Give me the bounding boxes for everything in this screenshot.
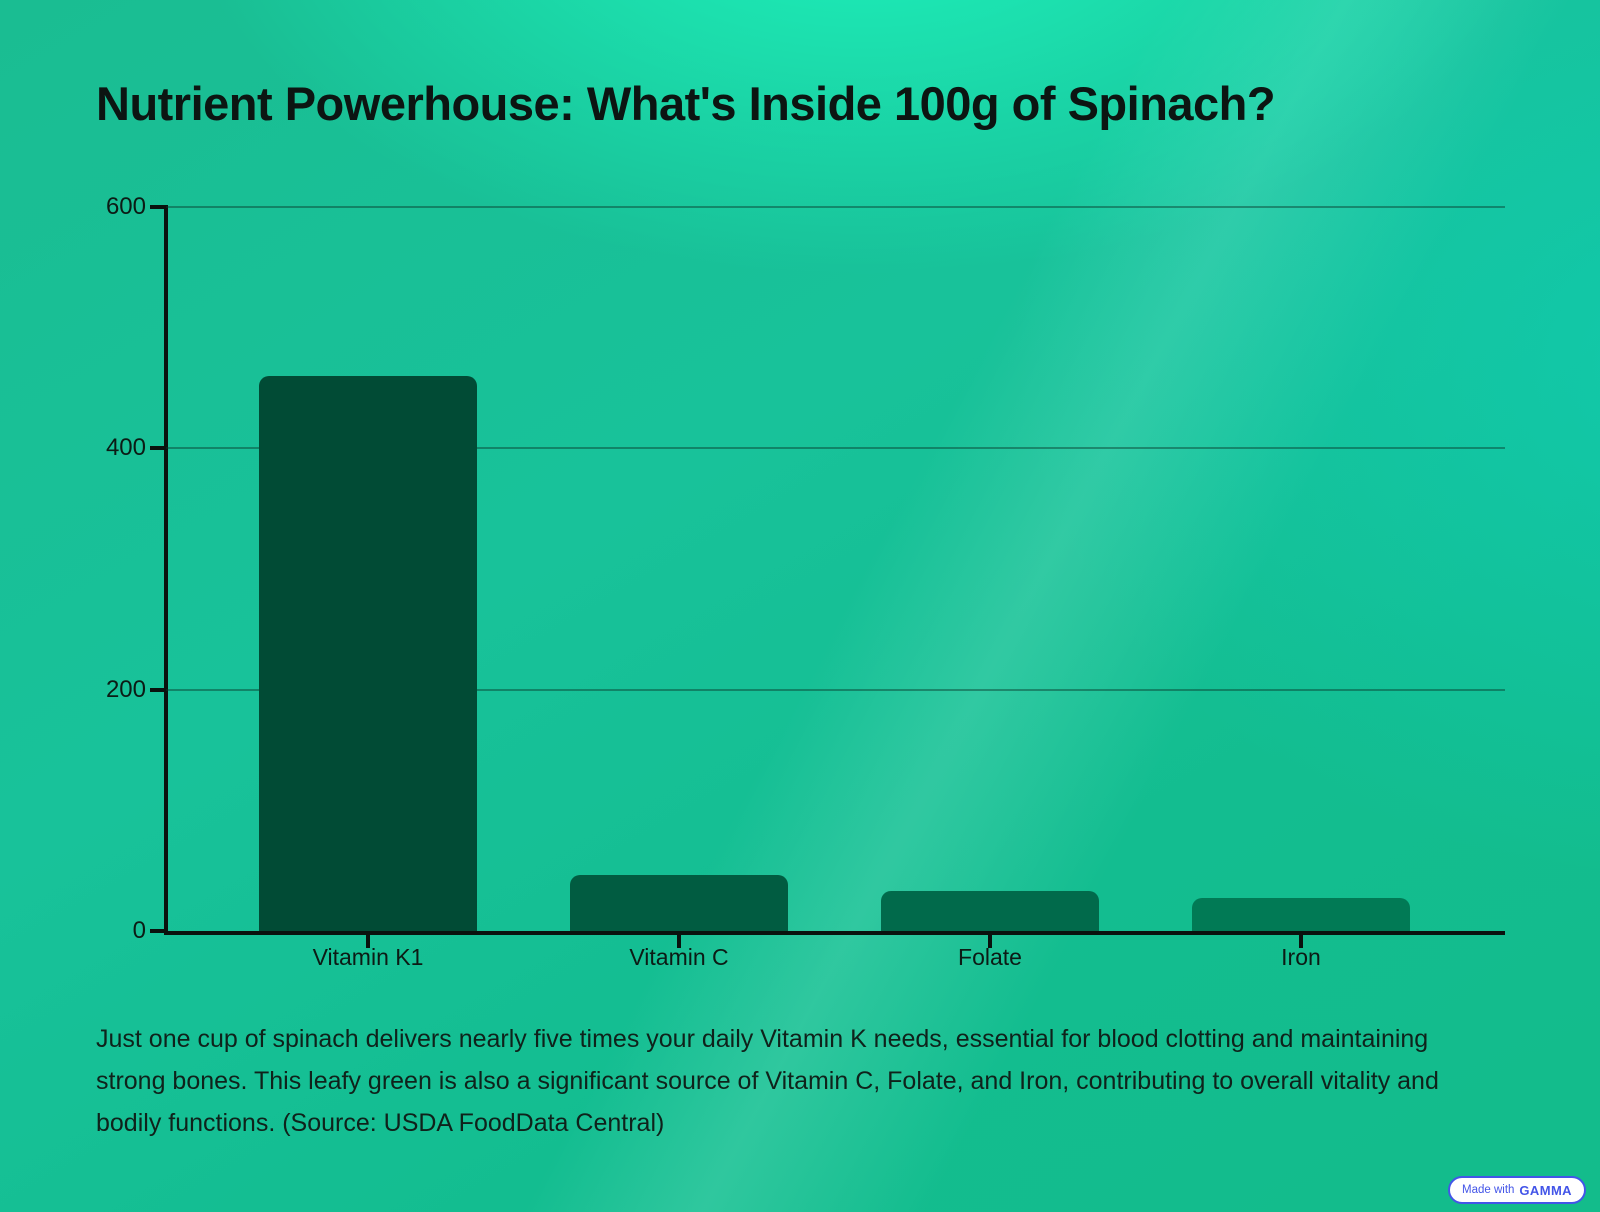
y-tick-label-400: 400 [105,434,146,462]
y-axis-line [164,205,168,935]
chart-title: Nutrient Powerhouse: What's Inside 100g … [96,77,1276,130]
badge-prefix: Made with [1462,1184,1515,1196]
bar-folate [881,891,1099,931]
gridline-600 [166,206,1505,208]
bar-iron [1192,898,1410,931]
bar-vitamin-k1 [259,375,477,931]
x-tick-folate [988,935,992,948]
gridline-400 [166,447,1505,450]
x-axis-line [164,931,1505,935]
y-tick-0 [150,929,164,933]
x-label-vitamin-c: Vitamin C [629,944,729,970]
x-tick-vitamin-k1 [366,935,370,948]
bar-vitamin-c [570,875,788,931]
y-tick-600 [150,205,164,209]
x-label-vitamin-k1: Vitamin K1 [312,944,424,970]
y-tick-label-200: 200 [105,675,146,703]
x-label-iron: Iron [1281,944,1321,970]
made-with-gamma-badge[interactable]: Made with GAMMA [1448,1176,1586,1204]
gamma-logo: GAMMA [1519,1182,1572,1198]
x-label-folate: Folate [958,944,1022,970]
gridline-200 [166,688,1505,691]
y-tick-400 [150,446,164,451]
caption: Just one cup of spinach delivers nearly … [96,1025,1439,1137]
x-tick-vitamin-c [677,935,681,948]
y-tick-label-600: 600 [105,193,146,220]
x-tick-iron [1299,935,1303,948]
y-tick-label-0: 0 [132,917,146,944]
y-tick-200 [150,687,164,692]
